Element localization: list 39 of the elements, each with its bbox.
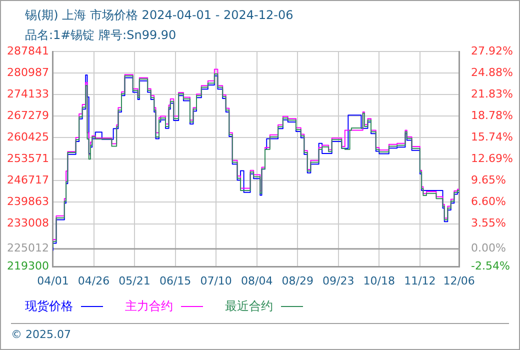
- y-tick-label: 246717: [6, 174, 49, 187]
- x-tick-label: 04/26: [78, 274, 110, 288]
- text: © 2025.07: [11, 328, 71, 341]
- y2-tick-label: 12.69%: [471, 152, 514, 166]
- legend-label: 主力合约: [125, 298, 173, 315]
- x-tick-label: 05/21: [118, 274, 150, 288]
- y-tick-label: 225012: [6, 242, 49, 255]
- y-tick-label: 260425: [6, 130, 49, 144]
- chart-subtitle: 品名:1#锡锭 牌号:Sn99.90: [25, 27, 176, 44]
- y2-tick-label: 24.88%: [471, 66, 514, 79]
- y-tick-label: 267279: [6, 109, 49, 122]
- y-tick-label: 287841: [6, 44, 49, 58]
- y2-tick-label: 3.55%: [471, 216, 506, 230]
- y2-tick-label: 9.65%: [471, 174, 506, 187]
- x-tick-label: 07/10: [200, 274, 232, 288]
- x-tick-label: 09/23: [322, 274, 354, 288]
- x-tick-label: 12/06: [443, 274, 475, 288]
- y2-tick-label: -2.54%: [471, 260, 510, 273]
- y2-tick-label: 15.74%: [471, 130, 514, 144]
- x-tick-label: 08/29: [282, 274, 314, 288]
- y2-tick-label: 27.92%: [471, 44, 514, 58]
- legend-label: 最近合约: [225, 298, 273, 315]
- y-tick-label: 280987: [6, 66, 49, 79]
- y-tick-label: 274133: [6, 88, 49, 100]
- y-tick-label: 233008: [6, 216, 49, 230]
- x-tick-label: 08/04: [240, 274, 273, 288]
- x-tick-label: 10/18: [363, 274, 395, 288]
- y2-tick-label: 6.60%: [471, 195, 506, 208]
- x-tick-label: 04/01: [37, 274, 69, 288]
- legend-label: 现货价格: [25, 298, 73, 315]
- y2-tick-label: 21.83%: [471, 87, 514, 100]
- x-tick-label: 06/15: [159, 274, 192, 288]
- y-tick-label: 219300: [6, 260, 49, 273]
- y2-tick-label: 18.78%: [471, 109, 514, 122]
- chart-title: 锡(期) 上海 市场价格 2024-04-01 - 2024-12-06: [25, 7, 294, 24]
- y-tick-label: 239863: [6, 195, 49, 208]
- y-tick-label: 253571: [6, 152, 49, 166]
- y2-tick-label: 0.00%: [471, 242, 506, 255]
- x-tick-label: 11/12: [404, 274, 436, 288]
